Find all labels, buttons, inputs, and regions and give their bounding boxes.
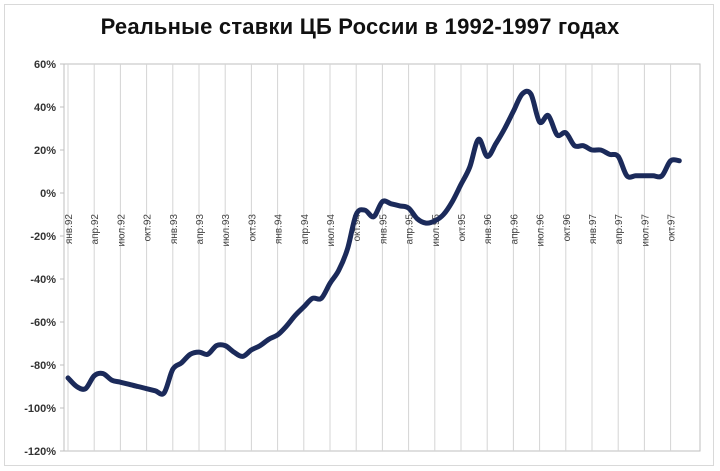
x-tick-label-5: янв.93 [169,214,180,245]
y-tick-label-3: 20% [34,145,56,157]
x-tick-label-2: апр.92 [90,214,101,245]
x-tick-label-1: янв.92 [64,214,75,245]
x-tick-label-6: апр.93 [195,214,206,245]
x-tick-label-14: апр.95 [405,214,416,245]
x-tick-label-18: апр.96 [509,214,520,245]
y-tick-label-5: -20% [30,231,56,243]
x-tick-label-3: июл.92 [116,214,127,247]
x-tick-label-10: апр.94 [300,214,311,245]
y-tick-label-7: -60% [30,317,56,329]
x-tick-label-9: янв.94 [274,214,285,245]
x-tick-label-8: окт.93 [247,214,258,242]
y-tick-label-6: -40% [30,274,56,286]
series-line [65,88,682,397]
x-tick-label-21: янв.97 [588,214,599,245]
series-layer [65,88,682,397]
chart-title: Реальные ставки ЦБ России в 1992-1997 го… [100,14,620,39]
y-tick-label-9: -100% [24,403,56,415]
x-tick-label-24: окт.97 [667,214,678,242]
x-tick-label-22: апр.97 [614,214,625,245]
y-tick-label-1: 60% [34,59,56,71]
x-tick-label-15: июл.95 [431,214,442,247]
y-tick-label-10: -120% [24,446,56,458]
y-axis: 60% 40% 20% 0% -20% -40% -60% -80% -100% -120% [24,59,64,458]
x-tick-label-20: окт.96 [562,214,573,242]
x-tick-label-19: июл.96 [536,214,547,247]
x-tick-label-7: июл.93 [221,214,232,247]
y-tick-label-8: -80% [30,360,56,372]
x-tick-label-23: июл.97 [640,214,651,247]
x-axis: янв.92 апр.92 июл.92 окт.92 янв.93 апр.93 июл.… [64,214,678,247]
x-tick-label-17: янв.96 [483,214,494,245]
x-tick-label-11: июл.94 [326,214,337,247]
y-tick-label-4: 0% [40,188,56,200]
x-tick-label-16: окт.95 [457,214,468,242]
x-tick-label-13: янв.95 [378,214,389,245]
y-tick-label-2: 40% [34,102,56,114]
chart-frame [4,4,714,466]
x-tick-label-4: окт.92 [143,214,154,242]
x-tick-label-12: окт.94 [352,214,363,242]
